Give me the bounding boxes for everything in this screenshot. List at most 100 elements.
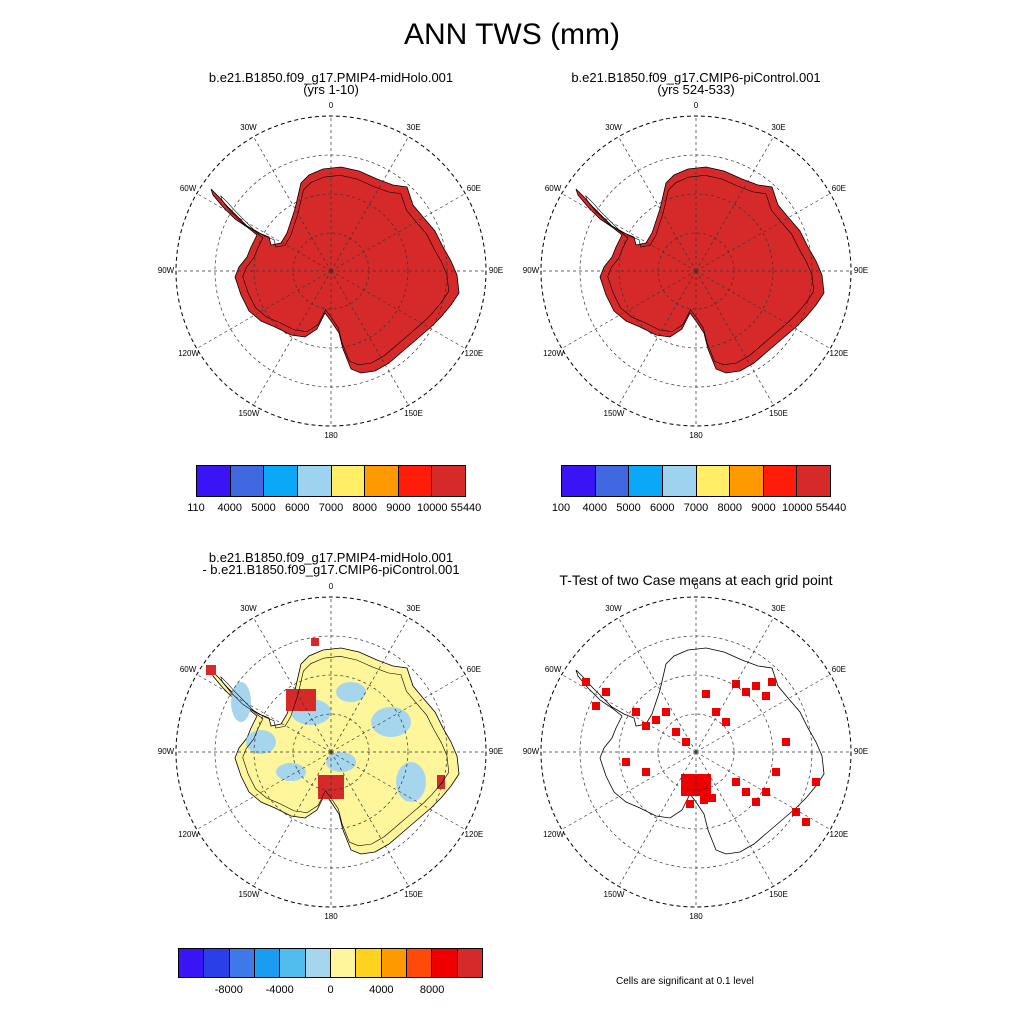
colorbar-swatch (457, 949, 482, 977)
negative-anomaly-patch (231, 682, 251, 722)
meridian-line (330, 617, 409, 753)
colorbar-swatch (197, 466, 231, 496)
colorbar-tick-label: 8000 (419, 984, 445, 996)
map-boundary-circle (540, 115, 852, 427)
significant-cell (782, 738, 790, 746)
longitude-label: 30E (771, 123, 786, 133)
colorbar-tick-label: 6000 (650, 502, 675, 514)
colorbar-swatch (432, 466, 465, 496)
significant-cell (602, 688, 610, 696)
longitude-label: 30E (406, 123, 421, 133)
meridian-line (330, 270, 409, 406)
colorbar-swatch (356, 949, 382, 977)
meridian-line (618, 136, 697, 272)
significant-cell (582, 678, 590, 686)
parallel-circle (579, 154, 813, 388)
longitude-label: 90W (157, 266, 175, 275)
longitude-label: 90W (522, 266, 540, 275)
colorbar-tick-label: 100 (551, 502, 571, 514)
meridian-line (196, 674, 332, 753)
significant-cell (708, 794, 716, 802)
significant-cell (802, 818, 810, 826)
panel-1-title-line2: (yrs 1-10) (303, 82, 359, 97)
parallel-circle (657, 713, 735, 791)
colorbar-swatch (305, 949, 331, 977)
meridian-line (695, 617, 774, 753)
colorbar-swatch (365, 466, 399, 496)
longitude-label: 30W (240, 604, 257, 614)
longitude-label: 90E (488, 266, 504, 275)
longitude-label: 120E (829, 348, 849, 358)
significant-cell (672, 728, 680, 736)
significant-cell (622, 758, 630, 766)
colorbar-swatch (398, 466, 433, 496)
significant-cell (732, 778, 740, 786)
significant-cell (642, 722, 650, 730)
longitude-label: 60W (544, 664, 562, 674)
significant-cell (702, 690, 710, 698)
longitude-label: 90W (522, 747, 540, 756)
negative-anomaly-patch (246, 730, 276, 754)
meridian-line (618, 751, 697, 887)
colorbar-tick-label: 5000 (616, 502, 641, 514)
colorbar-tick-label: 4000 (217, 502, 242, 514)
colorbar-swatch (595, 466, 630, 496)
longitude-label: 60W (179, 664, 197, 674)
colorbar-swatch (204, 949, 230, 977)
meridian-line (695, 751, 774, 887)
longitude-label: 60E (831, 183, 846, 193)
meridian-line (695, 136, 774, 272)
colorbar-swatch (297, 466, 332, 496)
meridian-line (561, 193, 697, 272)
longitude-label: 0 (328, 101, 334, 110)
parallel-circle (618, 674, 774, 830)
colorbar-tick-label: 9000 (386, 502, 411, 514)
coastline (585, 175, 815, 366)
panel-3-title: b.e21.B1850.f09_g17.PMIP4-midHolo.001 - … (131, 551, 531, 577)
panel-2-title-line2: (yrs 524-533) (657, 82, 735, 97)
colorbar-tick-label: 55440 (815, 502, 847, 514)
meridian-line (253, 751, 332, 887)
significant-cell (686, 800, 694, 808)
longitude-label: 120W (178, 829, 199, 839)
parallel-circle (253, 674, 409, 830)
longitude-label: 60W (179, 183, 197, 193)
colorbar-swatch (264, 466, 298, 496)
colorbar-swatch (230, 466, 265, 496)
meridian-line (330, 193, 466, 272)
panel-3-title-line2: - b.e21.B1850.f09_g17.CMIP6-piControl.00… (202, 562, 460, 577)
negative-anomaly-patch (396, 762, 426, 802)
parallel-circle (214, 154, 448, 388)
significant-cell (792, 808, 800, 816)
colorbar-tick-label: 8000 (717, 502, 742, 514)
coastline (220, 656, 450, 847)
longitude-label: 0 (693, 582, 699, 591)
colorbar-tick-label: 6000 (285, 502, 310, 514)
significant-cell (762, 788, 770, 796)
longitude-label: 30W (240, 123, 257, 133)
longitude-label: 120W (178, 348, 199, 358)
longitude-label: 120W (543, 348, 564, 358)
longitude-label: 30W (605, 123, 622, 133)
significant-cell (752, 798, 760, 806)
longitude-label: 120W (543, 829, 564, 839)
longitude-label: 150W (238, 408, 260, 418)
panel-2-title-line1: b.e21.B1850.f09_g17.CMIP6-piControl.001 (571, 70, 821, 85)
colorbar-tick-label: 7000 (318, 502, 344, 514)
longitude-label: 0 (328, 582, 334, 591)
colorbar-swatch (179, 949, 205, 977)
colorbar-panel-1 (196, 465, 466, 497)
colorbar-swatch (330, 949, 357, 977)
meridian-line (253, 270, 332, 406)
parallel-circle (214, 635, 448, 869)
significant-cell (742, 688, 750, 696)
meridian-line (330, 751, 466, 830)
colorbar-swatch (406, 949, 433, 977)
coastline-outline (575, 647, 825, 855)
colorbar-tick-label: -4000 (265, 984, 294, 996)
longitude-label: 150W (238, 889, 260, 899)
positive-anomaly-patch (311, 638, 319, 646)
longitude-label: 150E (404, 408, 423, 418)
meridian-line (196, 270, 332, 349)
